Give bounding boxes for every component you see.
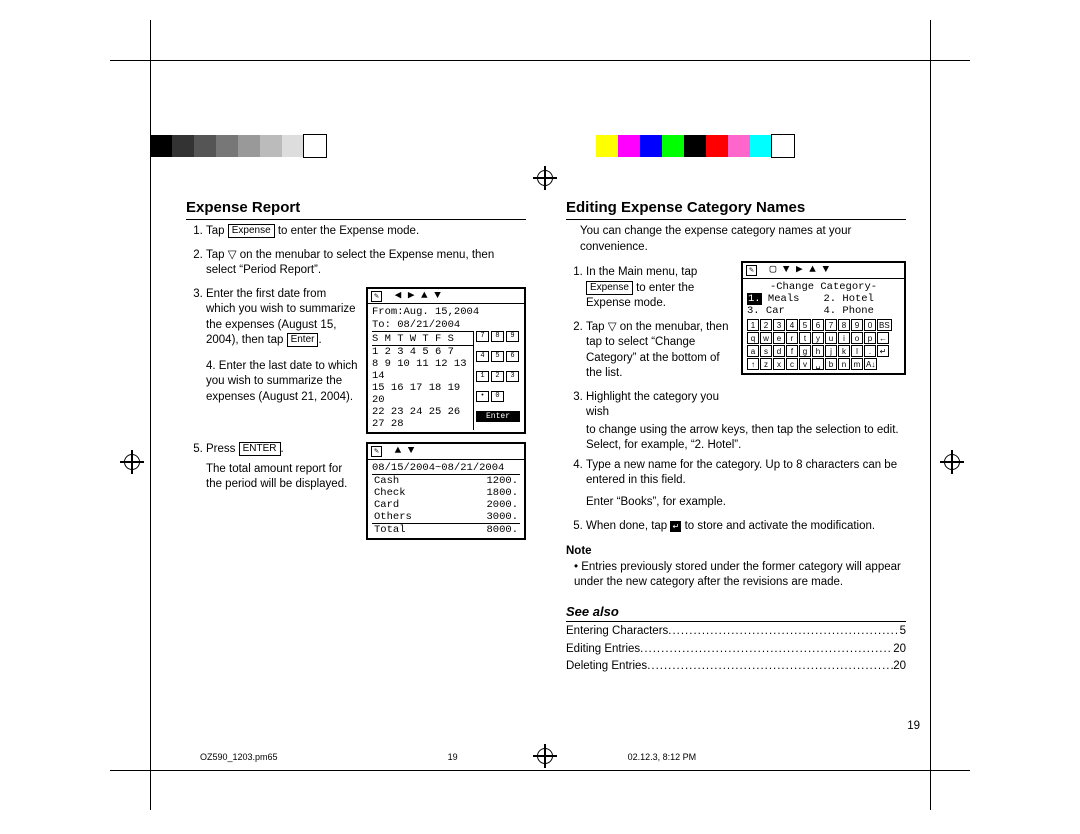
page-content: Expense Report Tap Expense to enter the … bbox=[186, 198, 906, 675]
step: In the Main menu, tap Expense to enter t… bbox=[586, 265, 733, 312]
fig-keypad: 789456123•0Enter bbox=[473, 331, 520, 431]
registration-mark-icon bbox=[533, 166, 557, 190]
enter-icon: ↵ bbox=[670, 521, 681, 532]
text: In the Main menu, tap bbox=[586, 266, 697, 278]
fig-text: -Change Category- bbox=[747, 281, 900, 293]
step: Tap ▽ on the menubar to select the Expen… bbox=[206, 248, 526, 279]
page-number: 19 bbox=[907, 720, 920, 732]
text: Entries previously stored under the form… bbox=[574, 561, 901, 589]
see-also-row: Deleting Entries .......................… bbox=[566, 659, 906, 675]
fig-text: 1 2 3 4 5 6 7 bbox=[372, 346, 473, 358]
crop-line bbox=[930, 20, 931, 810]
step: Highlight the category you wish bbox=[586, 390, 733, 421]
text: When done, tap bbox=[586, 520, 670, 532]
expense-key: Expense bbox=[228, 224, 275, 238]
registration-mark-icon bbox=[120, 450, 144, 474]
crop-line bbox=[110, 770, 970, 771]
footer: OZ590_1203.pm65 19 02.12.3, 8:12 PM bbox=[200, 752, 696, 762]
step: When done, tap ↵ to store and activate t… bbox=[586, 519, 906, 535]
text: Enter the first date from which you wish… bbox=[206, 288, 356, 347]
right-column: Editing Expense Category Names You can c… bbox=[546, 198, 906, 675]
note-heading: Note bbox=[566, 544, 906, 560]
step: Enter the first date from which you wish… bbox=[206, 287, 526, 434]
figure-totals: ✎ ▲ ▼ 08/15/2004~08/21/2004 Cash1200.Che… bbox=[366, 442, 526, 540]
fig-text: 15 16 17 18 19 20 bbox=[372, 382, 473, 406]
left-column: Expense Report Tap Expense to enter the … bbox=[186, 198, 546, 675]
pencil-icon: ✎ bbox=[371, 291, 382, 302]
fig-text: From:Aug. 15,2004 bbox=[372, 306, 520, 318]
footer-file: OZ590_1203.pm65 bbox=[200, 752, 278, 762]
step: Type a new name for the category. Up to … bbox=[586, 458, 906, 511]
heading-editing-category: Editing Expense Category Names bbox=[566, 198, 906, 220]
figure-change-category: ✎ ▢ ▼ ▶ ▲ ▼ -Change Category- 1. Meals2.… bbox=[741, 261, 906, 375]
enter-key: ENTER bbox=[239, 442, 281, 456]
text: to enter the Expense mode. bbox=[275, 225, 419, 237]
text: . bbox=[318, 334, 321, 346]
step: Press ENTER. The total amount report for… bbox=[206, 442, 526, 540]
text: to change using the arrow keys, then tap… bbox=[586, 423, 906, 454]
step: Tap Expense to enter the Expense mode. bbox=[206, 224, 526, 240]
text: Enter “Books”, for example. bbox=[586, 495, 906, 511]
fig-keyboard: 1234567890BSqwertyuiop←asdfghjkl.↵↑zxcv␣… bbox=[747, 319, 900, 370]
enter-key: Enter bbox=[287, 333, 319, 347]
footer-date: 02.12.3, 8:12 PM bbox=[628, 752, 697, 762]
see-also-row: Editing Entries ........................… bbox=[566, 642, 906, 658]
expense-key: Expense bbox=[586, 281, 633, 295]
registration-mark-icon bbox=[940, 450, 964, 474]
text: Enter the last date to which you wish to… bbox=[206, 360, 358, 403]
text: You can change the expense category name… bbox=[580, 224, 906, 255]
text: The total amount report for the period w… bbox=[206, 462, 358, 493]
see-also-heading: See also bbox=[566, 603, 906, 623]
pencil-icon: ✎ bbox=[371, 446, 382, 457]
crop-line bbox=[110, 60, 970, 61]
print-color-bar bbox=[150, 135, 930, 157]
fig-text: S M T W T F S bbox=[372, 333, 473, 346]
text: Press bbox=[206, 443, 239, 455]
text: to store and activate the modification. bbox=[681, 520, 875, 532]
pencil-icon: ✎ bbox=[746, 265, 757, 276]
fig-text: 08/15/2004~08/21/2004 bbox=[372, 462, 520, 475]
step: Tap ▽ on the menubar, then tap to select… bbox=[586, 320, 733, 382]
text: Tap bbox=[206, 225, 228, 237]
heading-expense-report: Expense Report bbox=[186, 198, 526, 220]
fig-text: To: 08/21/2004 bbox=[372, 319, 520, 331]
see-also-row: Entering Characters ....................… bbox=[566, 624, 906, 640]
footer-page: 19 bbox=[448, 752, 458, 762]
fig-text: 22 23 24 25 26 27 28 bbox=[372, 406, 473, 430]
figure-calendar: ✎ ◀ ▶ ▲ ▼ From:Aug. 15,2004 To: 08/21/20… bbox=[366, 287, 526, 434]
fig-text: 8 9 10 11 12 13 14 bbox=[372, 358, 473, 382]
text: . bbox=[281, 443, 284, 455]
text: Type a new name for the category. Up to … bbox=[586, 459, 897, 487]
